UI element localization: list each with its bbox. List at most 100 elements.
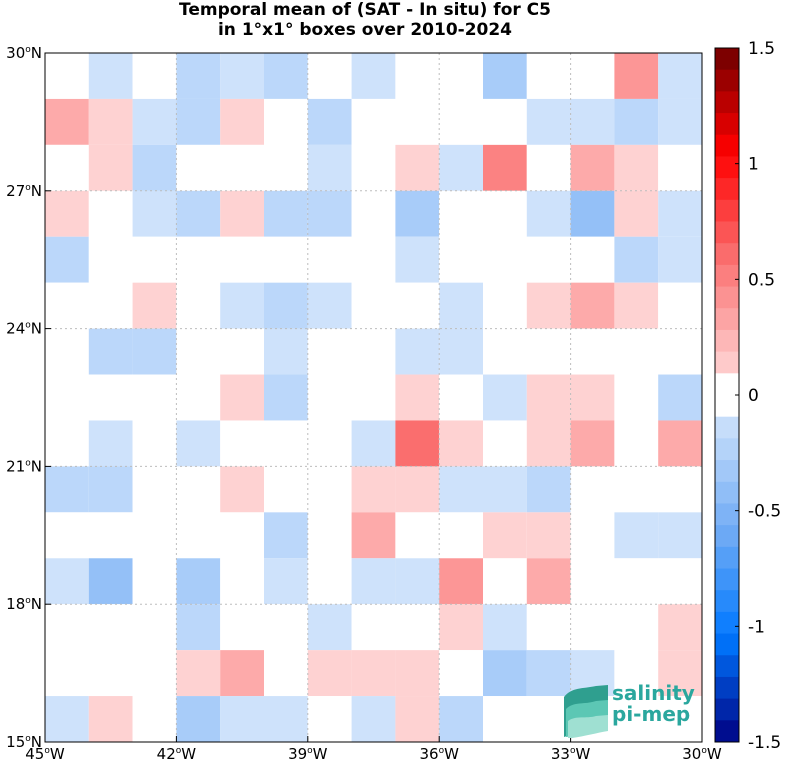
heatmap-cell	[307, 282, 352, 329]
heatmap-cell	[439, 236, 483, 283]
heatmap-cell	[483, 466, 527, 513]
heatmap-cell	[614, 420, 659, 467]
heatmap-cell	[614, 190, 659, 237]
heatmap-cell	[264, 53, 308, 99]
heatmap-cell	[307, 53, 352, 99]
heatmap-cell	[176, 98, 221, 145]
heatmap-cell	[483, 144, 527, 191]
x-tick-label: 33oW	[551, 745, 591, 763]
colorbar-level	[715, 156, 739, 179]
heatmap-cell	[176, 144, 221, 191]
heatmap-cell	[45, 696, 89, 742]
heatmap-cell	[176, 696, 221, 742]
heatmap-cell	[526, 236, 571, 283]
colorbar-tick-label: -0.5	[748, 502, 781, 522]
colorbar-level	[715, 243, 739, 266]
heatmap-cell	[526, 144, 571, 191]
heatmap-cell	[395, 98, 440, 145]
y-axis: 30oN 27oN 24oN 21oN 18oN 15oN	[6, 44, 51, 751]
heatmap-cell	[307, 98, 352, 145]
heatmap-cell	[45, 374, 89, 421]
y-tick-label: 24oN	[6, 320, 42, 338]
heatmap-cell	[220, 604, 264, 651]
colorbar-level	[715, 264, 739, 288]
heatmap-cell	[526, 420, 571, 467]
heatmap-cell	[264, 696, 308, 742]
heatmap-cell	[351, 236, 396, 283]
heatmap-cell	[132, 466, 177, 513]
colorbar-tick-label: 0.5	[748, 270, 775, 290]
heatmap-cell	[307, 420, 352, 467]
x-tick-label: 45oW	[25, 745, 65, 763]
heatmap-cell	[483, 512, 527, 559]
heatmap-cell	[395, 53, 440, 99]
heatmap-cell	[483, 374, 527, 421]
heatmap-cell	[264, 466, 308, 513]
y-tick-label: 27oN	[6, 182, 42, 200]
heatmap-cell	[483, 282, 527, 329]
salinity-pimep-logo: salinity pi-mep	[562, 683, 702, 739]
heatmap-cell	[570, 144, 615, 191]
plot-frame	[44, 52, 703, 743]
heatmap-cell	[483, 190, 527, 237]
heatmap-cell	[483, 236, 527, 283]
heatmap-cells	[45, 53, 702, 742]
heatmap-cell	[220, 144, 264, 191]
heatmap-cell	[614, 650, 659, 697]
heatmap-cell	[88, 558, 133, 605]
colorbar-level	[715, 178, 739, 201]
heatmap-cell	[614, 558, 659, 605]
heatmap-cell	[614, 604, 659, 651]
heatmap-cell	[307, 558, 352, 605]
heatmap-cell	[132, 512, 177, 559]
heatmap-cell	[395, 144, 440, 191]
heatmap-cell	[658, 53, 702, 99]
heatmap-cell	[220, 512, 264, 559]
heatmap-cell	[88, 282, 133, 329]
colorbar: 1.5 1 0.5 0 -0.5 -1 -1.5	[714, 39, 781, 753]
heatmap-cell	[45, 604, 89, 651]
heatmap-cell	[570, 328, 615, 375]
heatmap-cell	[395, 236, 440, 283]
heatmap-cell	[264, 282, 308, 329]
heatmap-cell	[658, 512, 702, 559]
colorbar-level	[715, 503, 739, 526]
heatmap-cell	[395, 604, 440, 651]
heatmap-cell	[176, 558, 221, 605]
heatmap-cell	[45, 512, 89, 559]
heatmap-cell	[658, 144, 702, 191]
heatmap-cell	[307, 328, 352, 375]
heatmap-cell	[132, 53, 177, 99]
heatmap-cell	[483, 98, 527, 145]
heatmap-cell	[220, 328, 264, 375]
heatmap-cell	[176, 374, 221, 421]
heatmap-cell	[220, 374, 264, 421]
heatmap-cell	[526, 53, 571, 99]
heatmap-cell	[132, 696, 177, 742]
heatmap-cell	[45, 328, 89, 375]
logo-line1: salinity	[612, 681, 695, 705]
heatmap-cell	[395, 466, 440, 513]
heatmap-cell	[351, 420, 396, 467]
heatmap-cell	[570, 190, 615, 237]
wave-logo-icon	[564, 685, 608, 738]
heatmap-cell	[570, 420, 615, 467]
heatmap-cell	[132, 190, 177, 237]
heatmap-cell	[439, 466, 483, 513]
heatmap-cell	[307, 374, 352, 421]
heatmap-cell	[132, 558, 177, 605]
heatmap-cell	[264, 374, 308, 421]
colorbar-level	[715, 438, 739, 461]
heatmap-cell	[483, 650, 527, 697]
heatmap-cell	[658, 466, 702, 513]
heatmap-cell	[176, 420, 221, 467]
heatmap-cell	[395, 512, 440, 559]
heatmap-cell	[220, 558, 264, 605]
x-tick-label: 30oW	[682, 745, 722, 763]
heatmap-cell	[45, 236, 89, 283]
heatmap-cell	[88, 328, 133, 375]
heatmap-cell	[395, 650, 440, 697]
heatmap-cell	[526, 650, 571, 697]
heatmap-cell	[307, 604, 352, 651]
y-tick-label: 18oN	[6, 595, 42, 613]
